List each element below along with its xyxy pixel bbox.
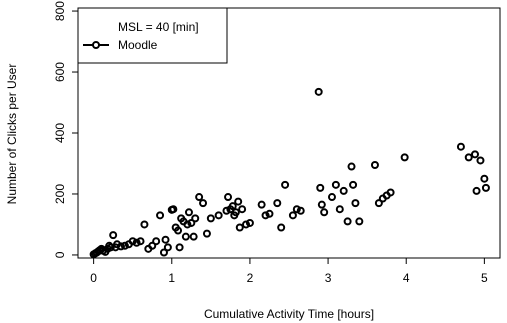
- data-point: [235, 223, 244, 232]
- x-tick-label: 2: [247, 271, 254, 285]
- data-point: [132, 238, 141, 247]
- data-point: [228, 202, 237, 211]
- data-point: [242, 220, 251, 229]
- data-point: [351, 199, 360, 208]
- data-point: [161, 235, 170, 244]
- data-point: [464, 153, 473, 162]
- data-point: [288, 211, 297, 220]
- data-point: [273, 199, 282, 208]
- data-point: [327, 193, 336, 202]
- data-point: [331, 180, 340, 189]
- data-point: [116, 242, 125, 251]
- data-point: [245, 218, 254, 227]
- data-point: [234, 197, 243, 206]
- data-point: [169, 205, 178, 214]
- x-tick-label: 3: [325, 271, 332, 285]
- data-point: [120, 241, 129, 250]
- y-tick-label: 400: [53, 123, 67, 143]
- legend-box: [77, 7, 228, 64]
- data-point: [316, 183, 325, 192]
- data-point: [202, 229, 211, 238]
- data-point: [347, 162, 356, 171]
- data-point: [222, 206, 231, 215]
- data-point: [174, 226, 183, 235]
- data-point: [349, 180, 358, 189]
- y-axis: 0 200 400 600 800 Number of Clicks per User: [5, 1, 79, 258]
- data-point: [317, 200, 326, 209]
- legend-title: MSL = 40 [min]: [118, 20, 199, 34]
- data-point: [181, 232, 190, 241]
- data-point: [224, 193, 233, 202]
- data-point: [191, 214, 200, 223]
- legend-entry-moodle: Moodle: [118, 38, 158, 52]
- data-points: [89, 87, 490, 259]
- data-point: [136, 237, 145, 246]
- data-point: [265, 209, 274, 218]
- data-point: [281, 180, 290, 189]
- data-point: [472, 186, 481, 195]
- data-point: [277, 223, 286, 232]
- data-point: [159, 248, 168, 257]
- data-point: [184, 208, 193, 217]
- x-tick-label: 1: [168, 271, 175, 285]
- y-tick-label: 200: [53, 184, 67, 204]
- legend-marker-swatch: [92, 41, 100, 49]
- data-point: [481, 183, 490, 192]
- data-point: [148, 241, 157, 250]
- data-point: [152, 237, 161, 246]
- data-point: [386, 188, 395, 197]
- data-point: [476, 156, 485, 165]
- data-point: [238, 205, 247, 214]
- data-point: [335, 205, 344, 214]
- data-point: [470, 150, 479, 159]
- data-point: [261, 211, 270, 220]
- data-point: [374, 199, 383, 208]
- y-ticks: 0 200 400 600 800: [53, 1, 78, 258]
- data-point: [400, 153, 409, 162]
- data-point: [257, 200, 266, 209]
- data-point: [343, 217, 352, 226]
- y-tick-label: 600: [53, 62, 67, 82]
- x-axis-title: Cumulative Activity Time [hours]: [204, 307, 374, 321]
- y-axis-title: Number of Clicks per User: [5, 64, 19, 205]
- data-point: [214, 211, 223, 220]
- data-point: [187, 218, 196, 227]
- x-tick-label: 4: [403, 271, 410, 285]
- data-point: [456, 142, 465, 151]
- data-point: [189, 232, 198, 241]
- x-tick-label: 0: [90, 271, 97, 285]
- data-point: [109, 231, 118, 240]
- data-point: [231, 208, 240, 217]
- legend: MSL = 40 [min] Moodle: [77, 7, 228, 64]
- data-point: [156, 211, 165, 220]
- data-point: [292, 205, 301, 214]
- data-point: [370, 161, 379, 170]
- data-point: [175, 243, 184, 252]
- x-tick-label: 5: [481, 271, 488, 285]
- data-point: [140, 220, 149, 229]
- x-axis: 0 1 2 3 4 5 Cumulative Activity Time [hours]: [90, 257, 490, 321]
- data-point: [128, 237, 137, 246]
- data-point: [206, 214, 215, 223]
- data-point: [339, 186, 348, 195]
- data-point: [355, 217, 364, 226]
- data-point: [480, 174, 489, 183]
- y-tick-label: 800: [53, 1, 67, 21]
- data-point: [106, 243, 115, 252]
- data-point: [195, 193, 204, 202]
- data-point: [163, 243, 172, 252]
- x-ticks: 0 1 2 3 4 5: [90, 258, 488, 285]
- data-point: [183, 220, 192, 229]
- data-point: [199, 199, 208, 208]
- data-point: [320, 208, 329, 217]
- data-point: [296, 206, 305, 215]
- y-tick-label: 0: [53, 251, 67, 258]
- data-point: [314, 87, 323, 96]
